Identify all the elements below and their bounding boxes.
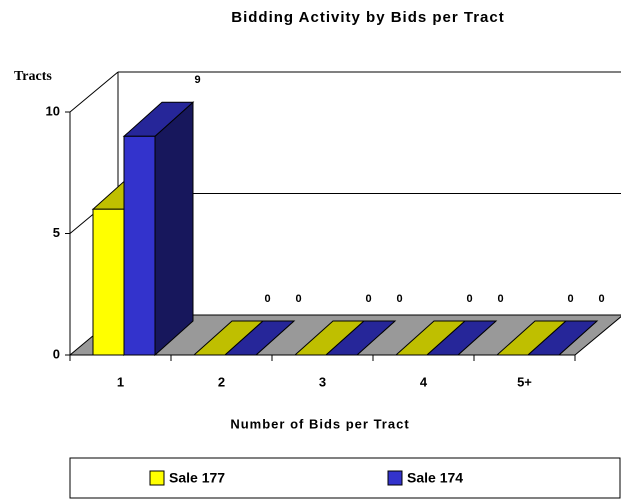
data-label: 0 xyxy=(295,293,301,305)
x-tick-label: 4 xyxy=(420,374,428,389)
data-label: 0 xyxy=(365,293,371,305)
data-label: 0 xyxy=(598,293,604,305)
legend-label: Sale 177 xyxy=(169,470,225,486)
legend-swatch xyxy=(387,470,403,486)
y-tick-label: 0 xyxy=(53,346,60,361)
grid-line-side xyxy=(69,71,119,113)
y-tick-label: 10 xyxy=(46,103,60,118)
bar-top xyxy=(324,320,397,356)
bar-top xyxy=(425,320,498,356)
data-label: 0 xyxy=(396,293,402,305)
bar-top xyxy=(526,320,599,356)
bar-side xyxy=(154,101,194,357)
chart-title: Bidding Activity by Bids per Tract xyxy=(231,9,505,26)
x-tick-label: 3 xyxy=(319,374,326,389)
x-tick-label: 1 xyxy=(117,374,124,389)
x-tick-label: 5+ xyxy=(517,374,532,389)
data-label: 9 xyxy=(194,74,200,86)
x-tick-label: 2 xyxy=(218,374,225,389)
legend-label: Sale 174 xyxy=(407,470,463,486)
y-axis-title: Tracts xyxy=(14,69,52,84)
data-label: 0 xyxy=(497,293,503,305)
legend-swatch xyxy=(149,470,165,486)
bar xyxy=(92,208,125,356)
data-label: 0 xyxy=(466,293,472,305)
bar-top xyxy=(223,320,296,356)
bar xyxy=(123,135,156,356)
y-tick-label: 5 xyxy=(53,225,60,240)
data-label: 0 xyxy=(567,293,573,305)
data-label: 0 xyxy=(264,293,270,305)
x-axis-title: Number of Bids per Tract xyxy=(230,416,409,431)
